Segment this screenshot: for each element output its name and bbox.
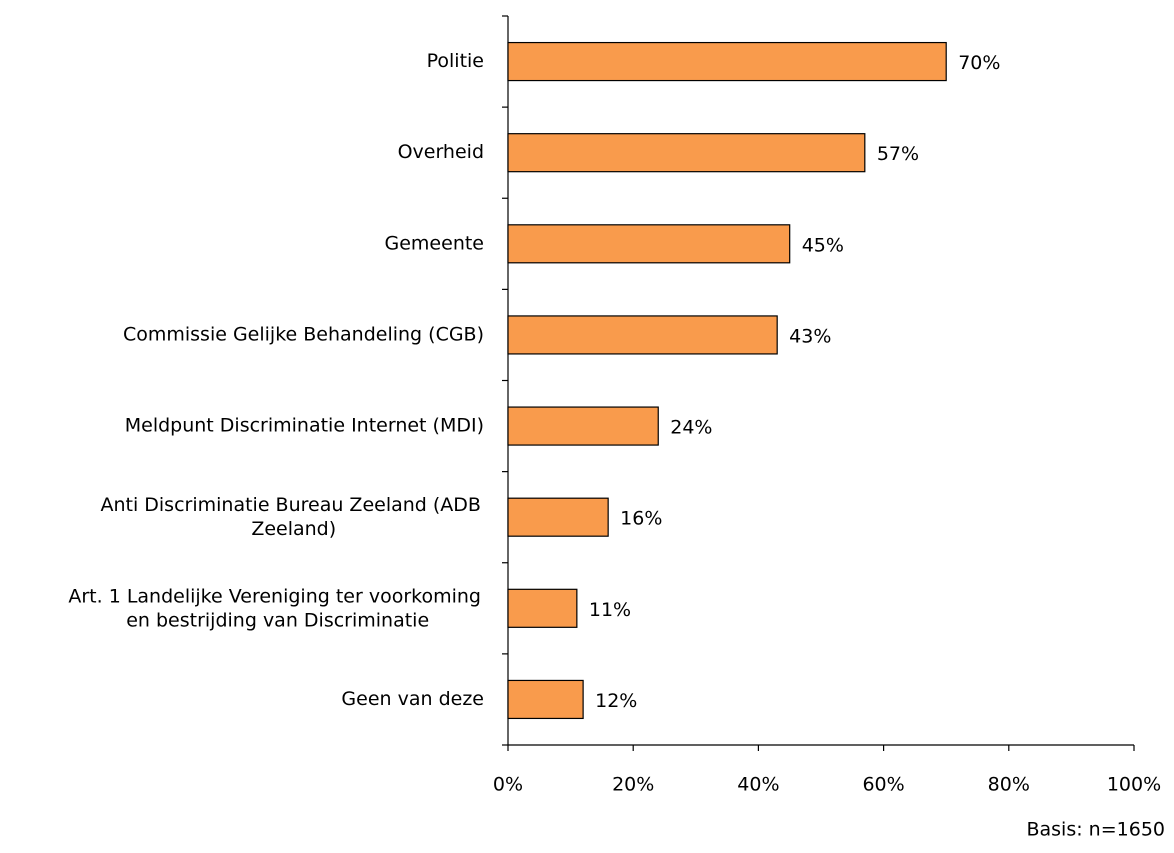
category-label: Art. 1 Landelijke Vereniging ter voorkom… — [68, 585, 487, 631]
value-label: 12% — [595, 690, 637, 712]
bar — [507, 497, 609, 537]
x-tick-label: 60% — [862, 774, 904, 796]
bar — [507, 406, 659, 446]
bar — [507, 133, 866, 173]
annotation: Basis: n=1650 — [1026, 819, 1165, 841]
x-tick-label: 100% — [1107, 774, 1161, 796]
bar — [507, 588, 578, 628]
x-tick-label: 20% — [612, 774, 654, 796]
value-label: 57% — [877, 143, 919, 165]
bar — [507, 41, 947, 82]
bar — [507, 315, 778, 355]
bar — [507, 224, 791, 264]
category-label: Meldpunt Discriminatie Internet (MDI) — [125, 415, 484, 437]
bar — [507, 679, 584, 720]
x-tick-label: 40% — [737, 774, 779, 796]
x-tick-label: 80% — [988, 774, 1030, 796]
category-label-line: Art. 1 Landelijke Vereniging ter voorkom… — [68, 585, 487, 607]
value-label: 70% — [958, 52, 1000, 74]
category-label-line: Anti Discriminatie Bureau Zeeland (ADB — [100, 494, 487, 516]
x-tick-label: 0% — [493, 774, 523, 796]
category-label: Geen van deze — [341, 688, 484, 710]
value-label: 11% — [589, 599, 631, 621]
value-label: 16% — [620, 508, 662, 530]
value-label: 45% — [802, 234, 844, 256]
category-label-line: Zeeland) — [251, 518, 336, 540]
value-label: 43% — [789, 325, 831, 347]
category-label: Anti Discriminatie Bureau Zeeland (ADB Z… — [100, 494, 487, 540]
value-label: 24% — [670, 417, 712, 439]
category-label: Gemeente — [385, 232, 484, 254]
category-label: Overheid — [398, 141, 484, 163]
category-label: Commissie Gelijke Behandeling (CGB) — [123, 323, 484, 345]
category-label: Politie — [427, 50, 484, 72]
category-label-line: en bestrijding van Discriminatie — [126, 609, 429, 631]
